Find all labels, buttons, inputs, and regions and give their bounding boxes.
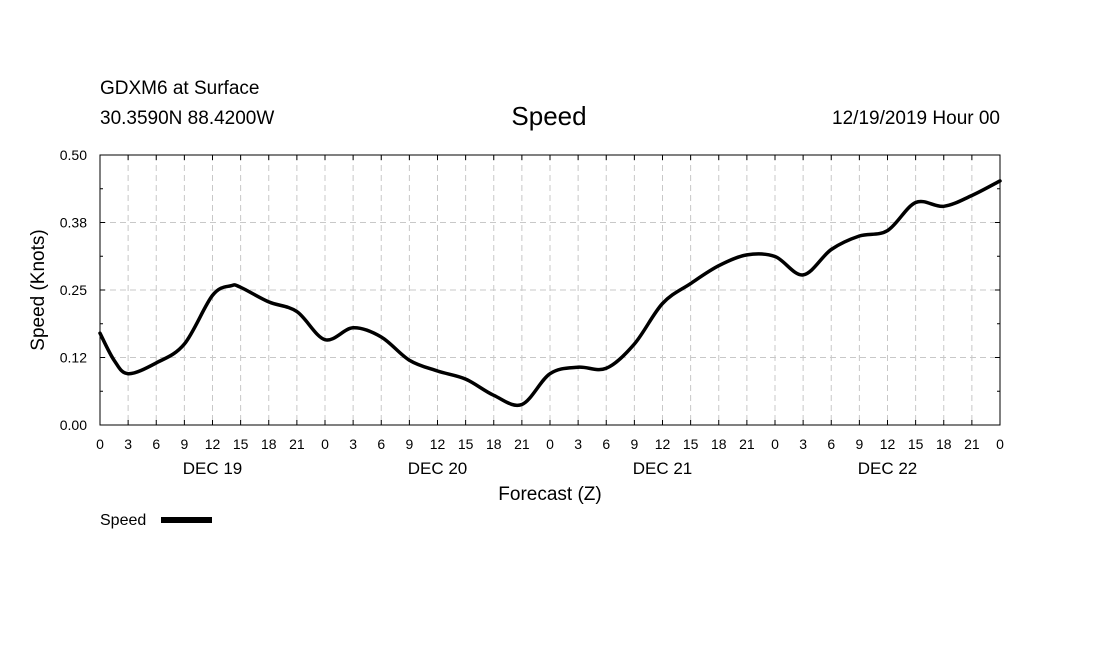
y-tick-label: 0.25 (60, 282, 87, 298)
chart-title: Speed (511, 101, 586, 131)
plot-frame (99, 154, 1001, 426)
x-tick-label: 0 (321, 436, 329, 452)
legend-label: Speed (100, 512, 146, 529)
x-tick-label: 15 (233, 436, 249, 452)
x-tick-label: 9 (630, 436, 638, 452)
y-tick-label: 0.00 (60, 417, 87, 433)
date-label: DEC 20 (408, 459, 468, 478)
x-tick-label: 12 (880, 436, 896, 452)
series-layer (98, 179, 1002, 408)
y-tick-labels: 0.00 0.12 0.25 0.38 0.50 (60, 147, 87, 433)
x-tick-label: 18 (711, 436, 727, 452)
x-tick-label: 0 (96, 436, 104, 452)
date-label: DEC 22 (858, 459, 918, 478)
x-tick-label: 21 (964, 436, 980, 452)
date-label: DEC 21 (633, 459, 693, 478)
x-tick-label: 9 (180, 436, 188, 452)
run-time-label: 12/19/2019 Hour 00 (832, 108, 1000, 129)
x-tick-label: 6 (827, 436, 835, 452)
x-tick-label: 0 (996, 436, 1004, 452)
x-tick-label: 3 (124, 436, 132, 452)
x-tick-label: 0 (546, 436, 554, 452)
grid-lines (100, 155, 1000, 425)
date-label: DEC 19 (183, 459, 243, 478)
x-tick-label: 9 (405, 436, 413, 452)
y-axis-title: Speed (Knots) (28, 229, 49, 350)
y-tick-label: 0.12 (60, 350, 87, 366)
x-tick-label: 12 (430, 436, 446, 452)
x-tick-label: 12 (205, 436, 221, 452)
legend-swatch (161, 517, 212, 523)
x-tick-labels: 0 3 6 9 12 15 18 21 0 3 6 9 12 15 18 21 0 3 6 9 12 15 18 21 0 3 6 9… (96, 436, 1004, 452)
x-tick-label: 18 (936, 436, 952, 452)
y-tick-label: 0.38 (60, 215, 87, 231)
x-tick-label: 15 (683, 436, 699, 452)
x-tick-label: 21 (289, 436, 305, 452)
x-tick-label: 6 (377, 436, 385, 452)
x-tick-label: 3 (349, 436, 357, 452)
x-tick-label: 3 (799, 436, 807, 452)
location-label: 30.3590N 88.4200W (100, 108, 274, 129)
x-tick-label: 21 (739, 436, 755, 452)
x-tick-label: 18 (486, 436, 502, 452)
axis-ticks (99, 154, 1001, 426)
x-axis-title: Forecast (Z) (498, 484, 601, 505)
chart-header: GDXM6 at Surface 30.3590N 88.4200W Speed… (100, 78, 1000, 131)
x-tick-label: 15 (458, 436, 474, 452)
series-line-speed (98, 179, 1002, 408)
x-tick-label: 18 (261, 436, 277, 452)
x-tick-label: 0 (771, 436, 779, 452)
x-tick-label: 12 (655, 436, 671, 452)
x-tick-label: 6 (602, 436, 610, 452)
x-tick-label: 21 (514, 436, 530, 452)
y-tick-label: 0.50 (60, 147, 87, 163)
x-tick-label: 15 (908, 436, 924, 452)
legend: Speed (100, 512, 212, 529)
x-tick-label: 9 (855, 436, 863, 452)
x-tick-label: 6 (152, 436, 160, 452)
x-tick-label: 3 (574, 436, 582, 452)
station-label: GDXM6 at Surface (100, 78, 259, 99)
date-labels: DEC 19 DEC 20 DEC 21 DEC 22 (183, 459, 918, 478)
